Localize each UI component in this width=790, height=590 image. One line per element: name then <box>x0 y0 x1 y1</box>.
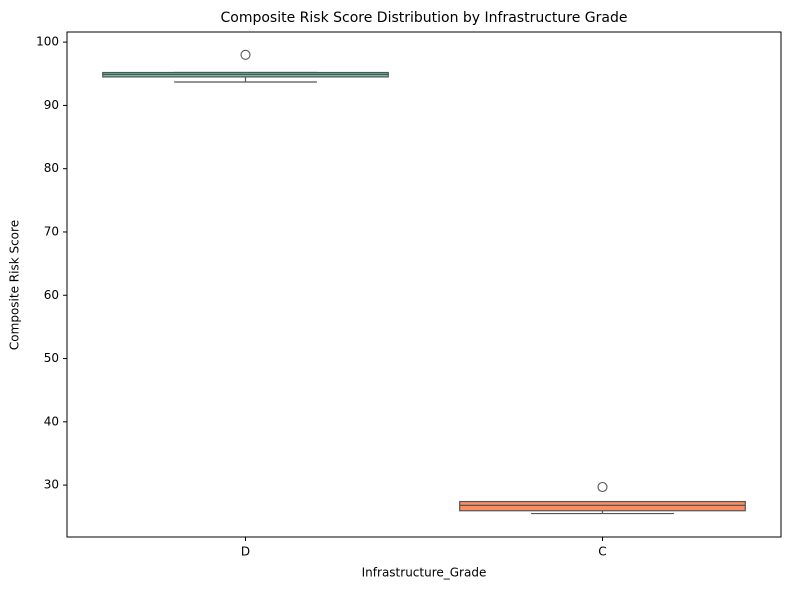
y-tick-label: 70 <box>44 224 59 238</box>
chart-title: Composite Risk Score Distribution by Inf… <box>221 10 628 26</box>
x-tick-label: C <box>598 545 606 559</box>
plot-frame <box>66 31 782 538</box>
box <box>459 500 746 512</box>
x-axis-label: Infrastructure_Grade <box>362 566 487 580</box>
y-axis-label: Composite Risk Score <box>8 220 22 350</box>
y-tick-label: 60 <box>44 288 59 302</box>
y-tick-label: 30 <box>44 478 59 492</box>
outlier <box>240 49 251 60</box>
y-tick-label: 50 <box>44 351 59 365</box>
y-tick-label: 40 <box>44 414 59 428</box>
outlier <box>597 481 608 493</box>
x-tick-label: D <box>241 545 250 559</box>
y-tick-label: 100 <box>36 35 59 49</box>
y-tick-label: 80 <box>44 161 59 175</box>
y-tick-label: 90 <box>44 98 59 112</box>
